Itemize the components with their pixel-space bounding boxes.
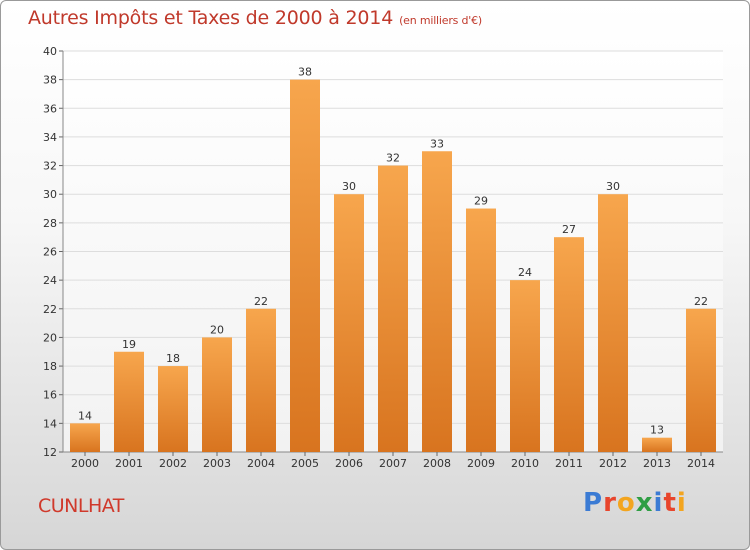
data-label-2012: 30 <box>606 180 620 193</box>
bar-2007 <box>378 165 408 453</box>
bar-2002 <box>158 366 188 452</box>
bar-2013 <box>642 437 672 452</box>
y-tick-label: 28 <box>43 217 57 230</box>
data-label-2000: 14 <box>78 409 92 422</box>
x-tick-label-2009: 2009 <box>467 457 495 470</box>
y-tick-label: 36 <box>43 102 57 115</box>
bar-2008 <box>422 151 452 452</box>
x-tick-label-2005: 2005 <box>291 457 319 470</box>
chart-title: Autres Impôts et Taxes de 2000 à 2014 (en… <box>28 7 482 29</box>
data-label-2001: 19 <box>122 338 136 351</box>
x-tick-label-2010: 2010 <box>511 457 539 470</box>
data-label-2008: 33 <box>430 137 444 150</box>
bar-2005 <box>290 79 320 453</box>
data-label-2006: 30 <box>342 180 356 193</box>
data-label-2004: 22 <box>254 295 268 308</box>
data-label-2009: 29 <box>474 195 488 208</box>
x-tick-label-2007: 2007 <box>379 457 407 470</box>
y-tick-label: 30 <box>43 188 57 201</box>
x-tick-label-2006: 2006 <box>335 457 363 470</box>
data-label-2007: 32 <box>386 152 400 165</box>
y-tick-label: 14 <box>43 417 57 430</box>
data-label-2010: 24 <box>518 266 532 279</box>
data-label-2002: 18 <box>166 352 180 365</box>
chart-subtitle: (en milliers d'€) <box>399 14 482 27</box>
y-tick-label: 16 <box>43 389 57 402</box>
data-label-2005: 38 <box>298 66 312 79</box>
y-tick-label: 12 <box>43 446 57 459</box>
y-tick-label: 40 <box>43 45 57 58</box>
y-tick-label: 26 <box>43 246 57 259</box>
bar-2006 <box>334 194 364 452</box>
y-tick-label: 22 <box>43 303 57 316</box>
chart-title-text: Autres Impôts et Taxes de 2000 à 2014 <box>28 7 394 29</box>
proxiti-logo: Proxiti <box>583 488 687 518</box>
x-tick-label-2002: 2002 <box>159 457 187 470</box>
data-label-2003: 20 <box>210 323 224 336</box>
x-tick-label-2008: 2008 <box>423 457 451 470</box>
data-label-2014: 22 <box>694 295 708 308</box>
data-label-2013: 13 <box>650 424 664 437</box>
y-tick-label: 34 <box>43 131 57 144</box>
y-tick-label: 18 <box>43 360 57 373</box>
x-tick-label-2014: 2014 <box>687 457 715 470</box>
x-tick-label-2003: 2003 <box>203 457 231 470</box>
x-tick-label-2011: 2011 <box>555 457 583 470</box>
bar-2004 <box>246 308 276 452</box>
bar-2009 <box>466 208 496 452</box>
bar-2012 <box>598 194 628 452</box>
city-name: CUNLHAT <box>38 495 124 517</box>
x-tick-label-2004: 2004 <box>247 457 275 470</box>
bar-2011 <box>554 237 584 452</box>
y-tick-label: 20 <box>43 331 57 344</box>
y-tick-label: 32 <box>43 160 57 173</box>
bar-2014 <box>686 308 716 452</box>
bar-2010 <box>510 280 540 452</box>
x-tick-label-2013: 2013 <box>643 457 671 470</box>
x-tick-label-2012: 2012 <box>599 457 627 470</box>
y-tick-label: 24 <box>43 274 57 287</box>
y-tick-label: 38 <box>43 74 57 87</box>
data-label-2011: 27 <box>562 223 576 236</box>
x-tick-label-2000: 2000 <box>71 457 99 470</box>
bar-2003 <box>202 337 232 452</box>
x-tick-label-2001: 2001 <box>115 457 143 470</box>
bar-2001 <box>114 351 144 452</box>
bar-2000 <box>70 423 100 452</box>
